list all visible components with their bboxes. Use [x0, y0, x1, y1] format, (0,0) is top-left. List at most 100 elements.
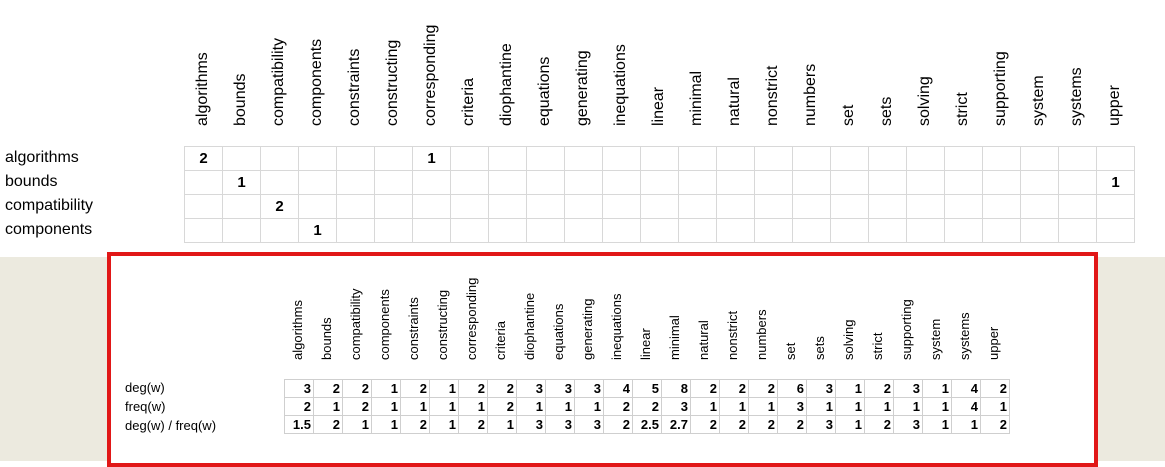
matrix-column-label: sets: [878, 96, 895, 126]
stats-cell: 2: [603, 397, 633, 416]
matrix-cell: [564, 194, 603, 219]
matrix-column-header: bounds: [222, 0, 260, 146]
stats-column-header: set: [777, 266, 805, 376]
matrix-column-label: bounds: [232, 73, 249, 127]
stats-column-header: upper: [980, 266, 1008, 376]
matrix-column-header: constructing: [374, 0, 412, 146]
matrix-cell: [830, 170, 869, 195]
stats-cell: 8: [661, 379, 691, 398]
matrix-cell: [830, 146, 869, 171]
matrix-cell: [944, 170, 983, 195]
matrix-row: 2: [184, 194, 1135, 219]
stats-cell: 1: [748, 397, 778, 416]
stats-cell: 1: [922, 415, 952, 434]
matrix-cell: [488, 218, 527, 243]
stats-column-label: generating: [580, 298, 595, 360]
matrix-cell: [1058, 218, 1097, 243]
matrix-cell: [1058, 194, 1097, 219]
matrix-cell: [564, 218, 603, 243]
matrix-row: 1: [184, 218, 1135, 243]
stats-cell: 1.5: [284, 415, 314, 434]
matrix-column-label: equations: [536, 56, 553, 126]
matrix-cell: [602, 170, 641, 195]
matrix-cell: [222, 146, 261, 171]
stats-cell: 3: [574, 379, 604, 398]
matrix-cell: [716, 194, 755, 219]
stats-column-header: constraints: [400, 266, 428, 376]
matrix-cell: [222, 218, 261, 243]
stats-column-header: supporting: [893, 266, 921, 376]
stats-cell: 2: [313, 379, 343, 398]
matrix-column-header: system: [1020, 0, 1058, 146]
stats-column-label: strict: [870, 332, 885, 360]
stats-cell: 2: [400, 415, 430, 434]
matrix-column-header: components: [298, 0, 336, 146]
matrix-cell: [526, 218, 565, 243]
matrix-cell: [374, 170, 413, 195]
stats-cell: 1: [487, 415, 517, 434]
stats-column-header: natural: [690, 266, 718, 376]
stats-column-header: linear: [632, 266, 660, 376]
stats-column-header: constructing: [429, 266, 457, 376]
matrix-cell: [260, 170, 299, 195]
stats-column-label: compatibility: [348, 288, 363, 360]
matrix-cell: [982, 146, 1021, 171]
stats-row: 1.5 2 1 1 2 1 2 1 3 3 3 2 2.5 2.7 2 2 2 2 3 1 2 3 1 1 2: [284, 415, 1010, 434]
stats-cell: 3: [777, 397, 807, 416]
matrix-cell: 1: [222, 170, 261, 195]
matrix-cell: [602, 146, 641, 171]
matrix-cell: [1096, 218, 1135, 243]
stats-cell: 2: [980, 379, 1010, 398]
matrix-cell: [716, 218, 755, 243]
stats-column-label: solving: [841, 319, 856, 360]
stats-cell: 1: [893, 397, 923, 416]
matrix-column-label: inequations: [612, 44, 629, 126]
stats-cell: 1: [429, 379, 459, 398]
matrix-cell: [450, 194, 489, 219]
matrix-column-label: linear: [650, 86, 667, 126]
matrix-cell: [678, 218, 717, 243]
matrix-cell: [906, 146, 945, 171]
matrix-cell: [298, 146, 337, 171]
matrix-column-label: algorithms: [194, 52, 211, 126]
stats-cell: 2: [313, 415, 343, 434]
matrix-column-label: components: [308, 38, 325, 126]
stats-column-header: strict: [864, 266, 892, 376]
matrix-cell: [640, 146, 679, 171]
stats-column-header: algorithms: [284, 266, 312, 376]
stats-cell: 3: [806, 415, 836, 434]
stats-cell: 3: [516, 415, 546, 434]
matrix-cell: 1: [1096, 170, 1135, 195]
matrix-cell: [944, 194, 983, 219]
stats-column-label: inequations: [609, 293, 624, 361]
stats-cell: 3: [806, 379, 836, 398]
stats-cell: 2: [980, 415, 1010, 434]
matrix-cell: [184, 218, 223, 243]
stats-cell: 3: [545, 379, 575, 398]
matrix-cell: [450, 146, 489, 171]
matrix-cell: [488, 146, 527, 171]
matrix-cell: [488, 170, 527, 195]
matrix-cell: [336, 146, 375, 171]
stats-column-label: nonstrict: [725, 310, 740, 360]
stats-row-label: deg(w): [125, 380, 165, 395]
stats-cell: 1: [951, 415, 981, 434]
matrix-column-label: generating: [574, 50, 591, 126]
matrix-column-header: criteria: [450, 0, 488, 146]
stats-cell: 2: [864, 415, 894, 434]
stats-cell: 4: [951, 397, 981, 416]
stats-column-label: numbers: [754, 309, 769, 360]
matrix-column-label: diophantine: [498, 43, 515, 126]
matrix-column-header: systems: [1058, 0, 1096, 146]
matrix-cell: [982, 218, 1021, 243]
matrix-cell: [944, 218, 983, 243]
matrix-cell: [1020, 194, 1059, 219]
stats-cell: 1: [371, 415, 401, 434]
matrix-cell: [640, 218, 679, 243]
matrix-column-header: equations: [526, 0, 564, 146]
matrix-cell: [830, 218, 869, 243]
matrix-column-header: supporting: [982, 0, 1020, 146]
matrix-cell: [564, 146, 603, 171]
matrix-column-header: minimal: [678, 0, 716, 146]
